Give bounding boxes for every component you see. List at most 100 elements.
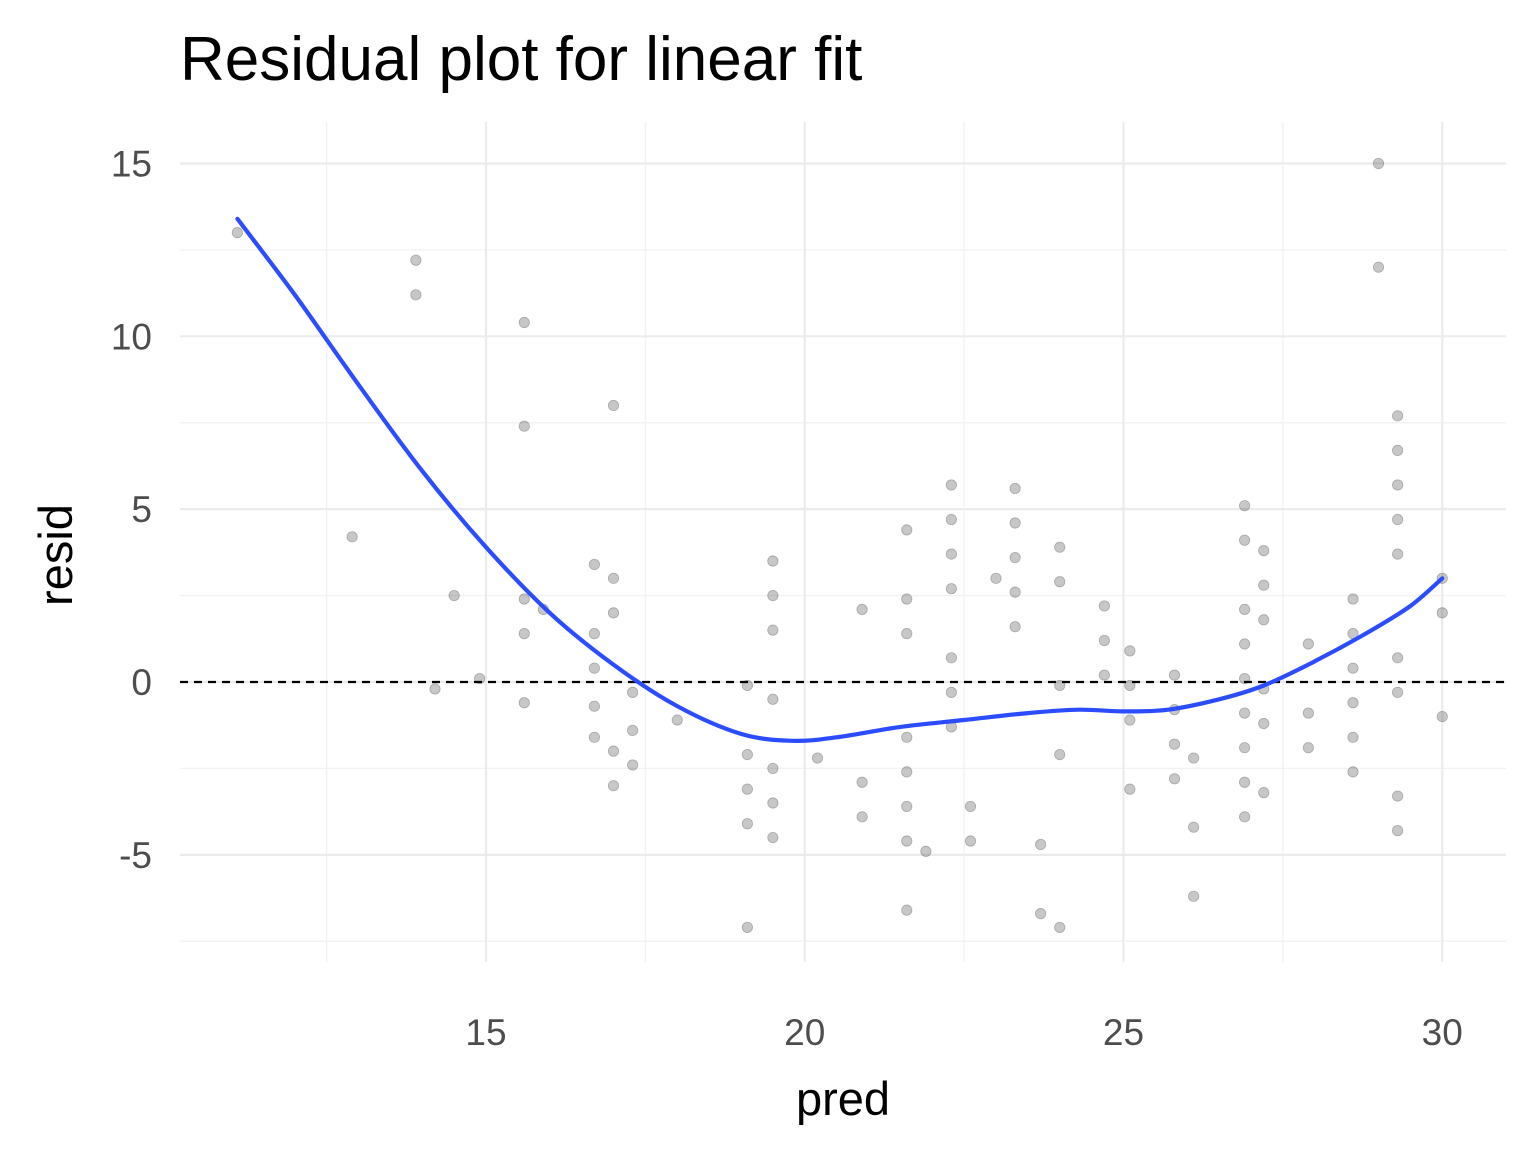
minor-gridlines (180, 122, 1506, 962)
residual-point (607, 399, 620, 412)
residual-point (518, 593, 530, 605)
residual-point (1098, 600, 1110, 612)
residual-point (1054, 748, 1066, 761)
residual-point (1347, 766, 1359, 778)
residual-point (1168, 669, 1181, 681)
residual-point (1347, 662, 1359, 674)
y-tick-label: 0 (131, 662, 152, 703)
x-tick-label: 20 (784, 1012, 825, 1053)
residual-point (627, 686, 639, 698)
residual-point (1239, 776, 1251, 788)
residual-point (1239, 742, 1251, 754)
chart-title: Residual plot for linear fit (180, 25, 862, 94)
residual-point (1347, 593, 1359, 605)
x-axis-title: pred (796, 1072, 890, 1125)
residual-point (518, 697, 530, 709)
residual-point (1239, 603, 1251, 616)
residual-point (945, 513, 957, 526)
residual-point (1124, 679, 1136, 692)
residual-point (1124, 645, 1136, 657)
residual-point (410, 254, 422, 266)
residual-point (518, 420, 530, 432)
residual-point (920, 845, 932, 857)
residual-point (627, 759, 639, 771)
residual-point (1302, 742, 1314, 754)
residual-point (1054, 576, 1066, 588)
residual-point (231, 227, 243, 239)
residual-point (945, 686, 957, 698)
residual-point (1098, 669, 1110, 681)
residual-point (1436, 710, 1448, 723)
residual-point (588, 628, 600, 640)
residual-point (1239, 672, 1251, 685)
residual-point (448, 589, 460, 602)
residual-point (1009, 551, 1021, 564)
residual-point (1347, 731, 1359, 743)
residual-point (1009, 482, 1021, 495)
residual-point (901, 835, 913, 847)
residual-point (1258, 614, 1270, 626)
residual-point (1098, 634, 1110, 647)
residual-point (474, 672, 486, 685)
residual-point (410, 289, 422, 301)
residual-point (671, 714, 683, 726)
residual-point (1035, 908, 1047, 920)
residual-point (767, 831, 779, 844)
residual-point (901, 524, 913, 536)
residual-point (901, 800, 913, 813)
residual-point (767, 693, 779, 705)
residual-point (588, 662, 600, 674)
residual-point (856, 603, 868, 616)
residual-point (588, 558, 600, 571)
residual-point (1035, 838, 1047, 851)
x-tick-label: 30 (1422, 1012, 1463, 1053)
residual-point (1188, 890, 1200, 902)
y-tick-label: 5 (131, 489, 152, 530)
x-tick-label: 25 (1103, 1012, 1144, 1053)
residual-point (607, 572, 620, 584)
residual-point (1124, 714, 1136, 726)
residual-point (1392, 790, 1404, 802)
residual-point (1009, 517, 1021, 529)
residual-point (964, 800, 977, 813)
residual-point (607, 745, 620, 757)
y-tick-label: 15 (111, 143, 152, 184)
residual-point (1302, 638, 1314, 650)
residual-point (811, 752, 824, 764)
residual-points (231, 157, 1448, 934)
residual-point (1009, 586, 1021, 598)
x-tick-label: 15 (465, 1012, 506, 1053)
residual-point (1392, 444, 1404, 456)
residual-point (588, 700, 600, 712)
residual-point (901, 766, 913, 778)
residual-point (767, 555, 779, 567)
residual-point (945, 583, 957, 595)
y-tick-label: 10 (111, 316, 152, 357)
residual-point (1258, 579, 1270, 591)
residual-point (1392, 652, 1404, 664)
residual-point (607, 607, 620, 619)
residual-point (1239, 638, 1251, 650)
residual-point (1054, 541, 1066, 553)
residual-point (1258, 545, 1270, 557)
residual-point (901, 904, 913, 916)
residual-point (1239, 534, 1251, 546)
residual-point (1168, 773, 1181, 785)
residual-point (856, 811, 868, 823)
residual-point (990, 572, 1002, 584)
residual-point (1436, 607, 1448, 619)
residual-point (741, 818, 753, 830)
residual-point (767, 589, 779, 602)
residual-point (588, 731, 600, 743)
residual-point (964, 835, 977, 847)
residual-point (945, 548, 957, 560)
residual-point (767, 797, 779, 809)
residual-point (901, 731, 913, 743)
residual-point (767, 624, 779, 636)
residual-point (1009, 621, 1021, 633)
residual-point (1124, 783, 1136, 795)
residual-point (1054, 921, 1066, 934)
residual-point (901, 593, 913, 605)
residual-point (1188, 821, 1200, 833)
